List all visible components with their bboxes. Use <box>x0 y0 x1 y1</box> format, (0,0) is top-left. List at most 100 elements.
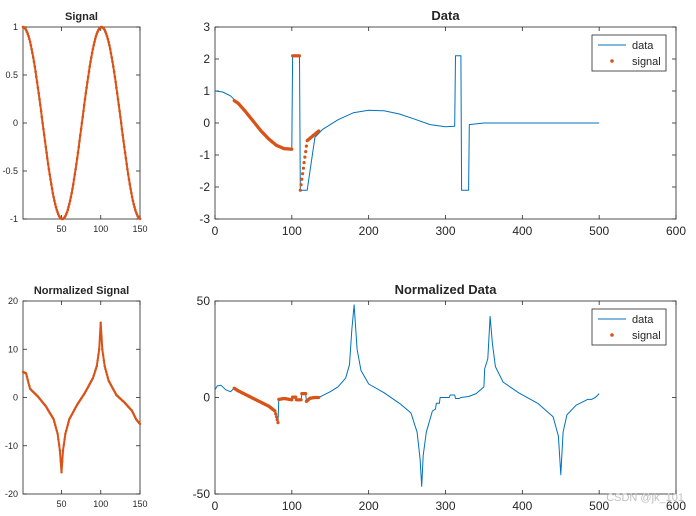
normalized-signal-ytick-label: -10 <box>5 441 18 451</box>
data-ytick-label: -1 <box>199 148 210 162</box>
signal-series-point <box>44 145 48 149</box>
signal-series-point <box>116 97 120 101</box>
signal-series-point <box>106 37 110 41</box>
signal-series-point <box>80 121 84 125</box>
normalized-data-signal-point <box>294 395 298 399</box>
normalized-signal-series-point <box>60 471 63 474</box>
normalized-signal-series-point <box>94 369 97 373</box>
signal-series-point <box>86 75 90 79</box>
normalized-signal-series-point <box>98 348 101 351</box>
data-xtick-label: 500 <box>589 224 609 238</box>
normalized-data-xtick-label: 100 <box>282 499 302 513</box>
normalized-signal-series-point <box>92 374 95 377</box>
signal-ytick-label: 1 <box>13 22 18 32</box>
signal-series-point <box>112 70 116 73</box>
signal-ytick-label: -1 <box>10 214 18 224</box>
signal-series-point <box>34 70 37 73</box>
signal-series-point <box>128 182 132 186</box>
signal-series-point <box>119 121 123 125</box>
signal-series-point <box>90 56 93 59</box>
signal-series-point <box>65 211 69 214</box>
signal-series-point <box>138 217 142 221</box>
signal-series-point <box>82 103 86 107</box>
signal-series-point <box>133 205 136 209</box>
data-chart: 0 100 200 300 400 500 600 -3 -2 -1 0 1 2 3 Data data sig… <box>199 8 686 238</box>
signal-series-point <box>113 75 117 79</box>
data-signal-point <box>299 183 303 187</box>
data-ytick-label: -3 <box>199 212 210 226</box>
normalized-signal-series-point <box>103 364 106 368</box>
signal-series-point <box>78 139 81 143</box>
signal-xtick-label: 150 <box>132 224 147 234</box>
normalized-signal-series-point <box>57 438 60 441</box>
data-ytick-label: 2 <box>203 52 210 66</box>
normalized-signal-series-point <box>105 373 109 376</box>
normalized-signal-series-point <box>56 432 59 435</box>
data-signal-point <box>304 150 308 154</box>
normalized-signal-series-point <box>26 378 29 381</box>
signal-series-point <box>110 56 113 59</box>
signal-series-point <box>94 34 98 38</box>
normalized-data-xtick-label: 500 <box>589 499 609 513</box>
signal-series-point <box>46 162 50 166</box>
signal-series-point <box>77 145 81 149</box>
normalized-signal-series-point <box>61 460 64 463</box>
signal-series-point <box>47 167 51 171</box>
signal-series-point <box>40 115 44 119</box>
data-xtick-label: 100 <box>282 224 302 238</box>
signal-series-point <box>68 202 71 206</box>
signal-series-point <box>75 162 78 166</box>
signal-series-point <box>51 191 55 195</box>
signal-series-point <box>45 151 48 154</box>
signal-series-point <box>42 133 46 137</box>
signal-series-point <box>66 208 70 212</box>
normalized-signal-series-point <box>102 359 106 362</box>
normalized-signal-series-point <box>96 359 99 362</box>
data-legend: data signal <box>591 34 667 72</box>
signal-ytick-label: 0.5 <box>5 70 18 80</box>
data-xtick-label: 400 <box>512 224 532 238</box>
normalized-data-signal-point <box>299 398 303 402</box>
signal-series-point <box>27 34 30 38</box>
signal-series-point <box>95 32 99 35</box>
normalized-signal-series-point <box>65 426 69 430</box>
normalized-data-ytick-label: 50 <box>197 294 211 308</box>
signal-series-point <box>67 205 70 209</box>
signal-series-point <box>32 60 36 64</box>
data-ytick-label: -2 <box>199 180 210 194</box>
data-signal-point <box>297 54 302 58</box>
normalized-signal-series-point <box>57 443 61 447</box>
normalized-data-xtick-label: 600 <box>666 499 686 513</box>
normalized-signal-xtick-label: 50 <box>56 499 66 509</box>
signal-series-point <box>54 205 58 209</box>
data-legend-signal-swatch <box>610 59 614 63</box>
signal-series-point <box>117 103 121 107</box>
normalized-signal-ytick-label: 0 <box>13 393 18 403</box>
normalized-signal-series-point <box>62 443 65 447</box>
normalized-data-signal-point <box>274 415 279 419</box>
data-ytick-label: 3 <box>203 20 210 34</box>
normalized-data-signal-point <box>275 418 279 422</box>
data-ytick-label: 1 <box>203 84 210 98</box>
signal-series-point <box>114 80 117 84</box>
normalized-signal-title: Normalized Signal <box>34 285 129 297</box>
signal-series-point <box>39 103 42 107</box>
signal-series-point <box>89 60 92 64</box>
signal-series-point <box>115 86 118 89</box>
normalized-data-signal-point <box>274 412 278 416</box>
signal-series-point <box>49 178 52 181</box>
normalized-signal-series-point <box>97 353 100 357</box>
data-xtick-label: 200 <box>359 224 379 238</box>
signal-series-point <box>64 213 68 216</box>
signal-series-point <box>75 157 79 160</box>
signal-series-point <box>28 40 32 44</box>
signal-series-point <box>105 34 109 38</box>
signal-series-point <box>91 47 95 51</box>
signal-series-point <box>84 92 88 95</box>
normalized-signal-series-point <box>106 376 110 379</box>
data-xtick-label: 600 <box>666 224 686 238</box>
normalized-signal-series-point <box>64 432 67 435</box>
normalized-signal-chart: 50 100 150 -20 -10 0 10 20 Normalized Signal <box>5 285 148 509</box>
signal-series-point <box>118 109 121 113</box>
signal-series-point <box>108 44 111 47</box>
